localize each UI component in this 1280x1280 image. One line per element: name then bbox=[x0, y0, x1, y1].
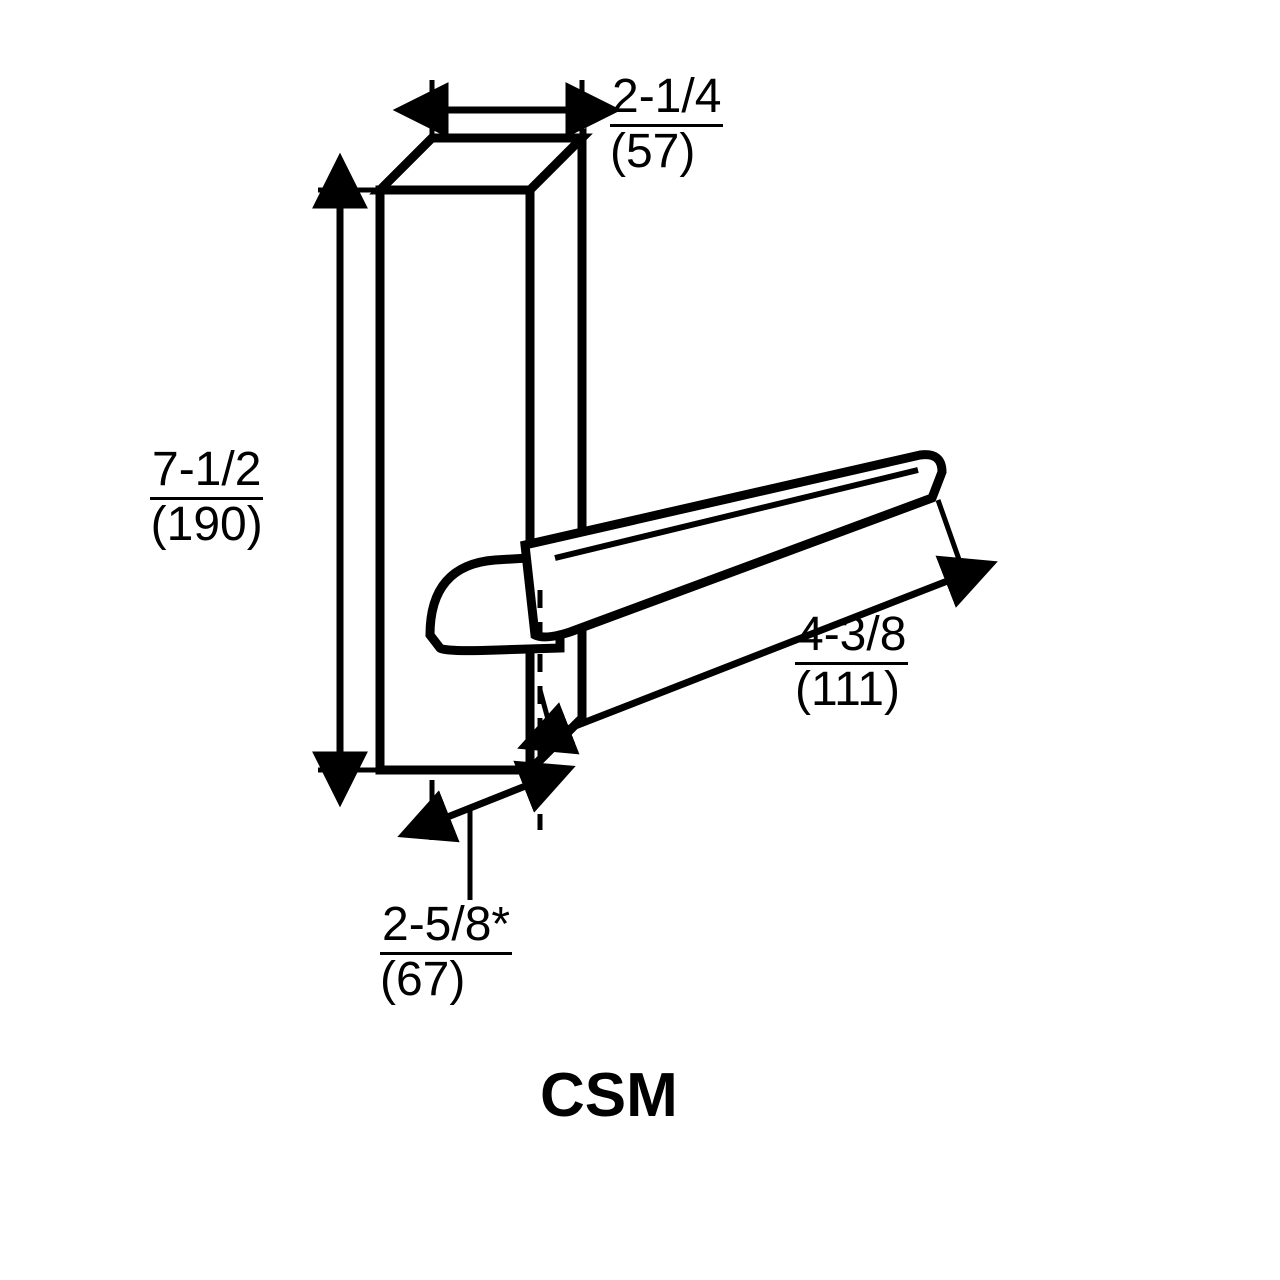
diagram-title: CSM bbox=[540, 1060, 678, 1131]
dim-width-label: 2-1/4 (57) bbox=[610, 72, 723, 178]
dim-backset-line bbox=[445, 785, 528, 818]
diagram-canvas: 2-1/4 (57) 7-1/2 (190) 4-3/8 (111) 2-5/8… bbox=[0, 0, 1280, 1280]
dim-width-metric: (57) bbox=[610, 127, 723, 177]
dim-backset-metric: (67) bbox=[380, 955, 512, 1005]
dim-height-metric: (190) bbox=[150, 500, 263, 550]
dim-lever-imperial: 4-3/8 bbox=[795, 610, 908, 665]
plate-side bbox=[530, 138, 582, 770]
dim-backset-imperial: 2-5/8* bbox=[380, 900, 512, 955]
dim-lever-label: 4-3/8 (111) bbox=[795, 610, 908, 716]
dim-height-label: 7-1/2 (190) bbox=[150, 445, 263, 551]
dim-lever-metric: (111) bbox=[795, 665, 908, 715]
dim-height-imperial: 7-1/2 bbox=[150, 445, 263, 500]
dim-width-imperial: 2-1/4 bbox=[610, 72, 723, 127]
plate-front bbox=[380, 190, 530, 770]
dim-backset-label: 2-5/8* (67) bbox=[380, 900, 512, 1006]
